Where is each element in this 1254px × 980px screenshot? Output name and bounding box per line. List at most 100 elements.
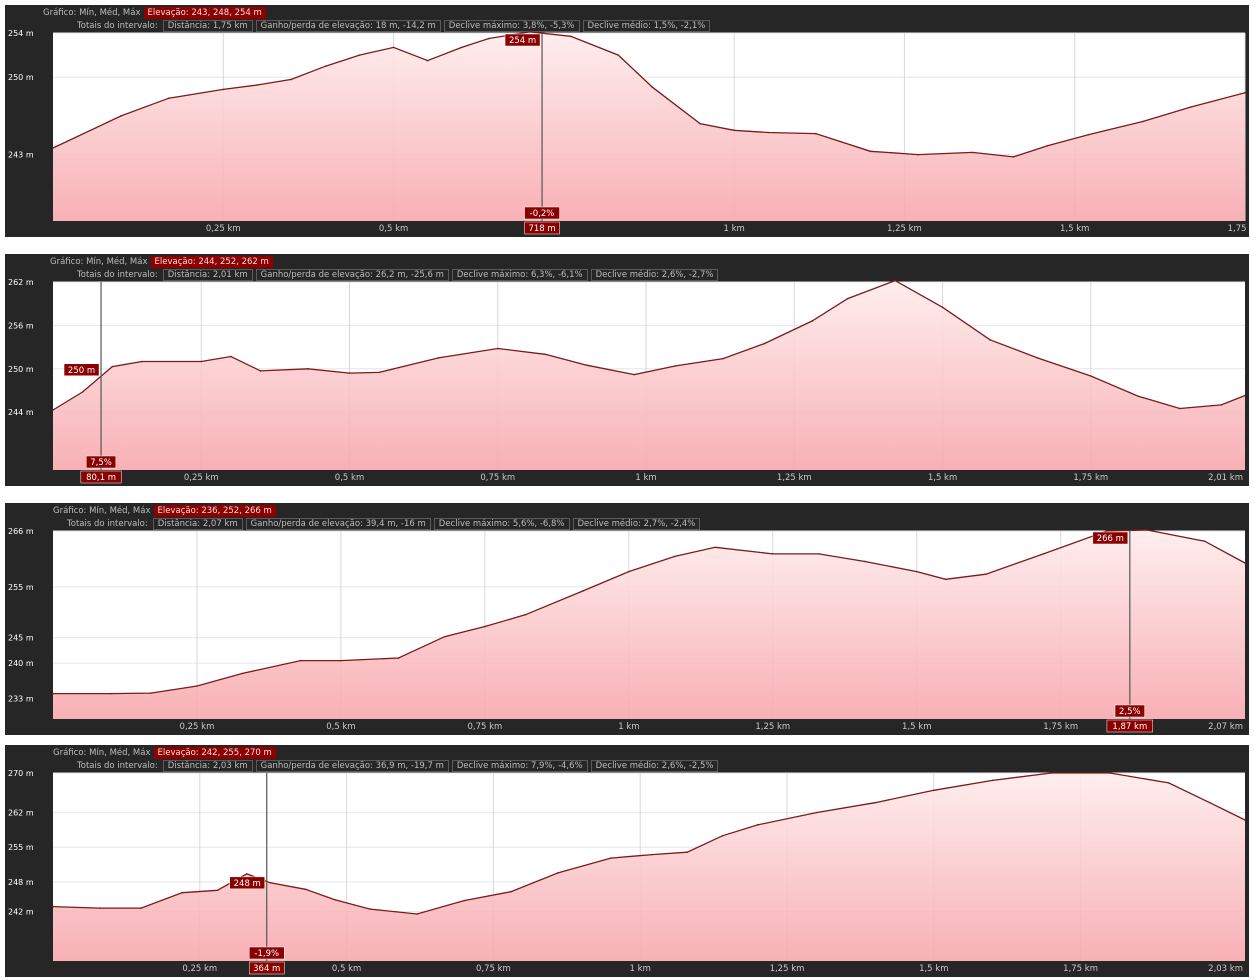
elevation-point xyxy=(307,367,309,370)
x-tick-label: 1,5 km xyxy=(928,473,957,483)
x-tick-label: 0,25 km xyxy=(180,722,215,732)
elevation-point xyxy=(772,553,774,555)
gain-loss-total: Ganho/perda de elevação: 36,9 m, -19,7 m xyxy=(255,760,449,772)
cursor-elevation-label: 254 m xyxy=(509,36,536,46)
elevation-point xyxy=(1244,819,1246,821)
elevation-point xyxy=(222,88,225,91)
cursor-slope-label: -1,9% xyxy=(254,949,279,959)
elevation-point xyxy=(1105,530,1108,532)
y-tick-label: 248 m xyxy=(8,878,34,887)
elevation-area xyxy=(53,31,1245,222)
elevation-point xyxy=(230,355,232,358)
elevation-point xyxy=(340,659,342,662)
distance-total: Distância: 2,07 km xyxy=(152,518,243,530)
elevation-plot-2[interactable]: 262 m 256 m 250 m 244 m 0,25 km 0,5 km 0,75 km… xyxy=(5,254,1249,486)
elevation-point xyxy=(1178,407,1181,410)
y-tick-label: 262 m xyxy=(8,809,34,818)
x-tick-label: 1 km xyxy=(723,224,744,234)
elevation-point xyxy=(269,882,272,884)
elevation-line xyxy=(53,529,1246,695)
avg-slope: Declive médio: 2,6%, -2,5% xyxy=(590,760,719,772)
elevation-point xyxy=(846,297,849,300)
y-tick-label: 250 m xyxy=(8,73,34,82)
elevation-point xyxy=(200,360,203,363)
avg-slope: Declive médio: 1,5%, -2,1% xyxy=(582,20,711,32)
elevation-point xyxy=(733,129,735,132)
elevation-summary[interactable]: Elevação: 243, 248, 254 m xyxy=(143,7,266,19)
elevation-point xyxy=(1137,395,1140,398)
elevation-plot-3[interactable]: 266 m 255 m 245 m 240 m 233 m 0,25 km 0,5 km 0,… xyxy=(5,503,1249,735)
elevation-point xyxy=(167,97,170,100)
elevation-point xyxy=(815,811,818,814)
cursor-elevation-label-bg xyxy=(1092,531,1129,545)
elevation-summary[interactable]: Elevação: 242, 255, 270 m xyxy=(153,747,276,759)
x-end-label: 2,07 km xyxy=(1208,722,1243,732)
elevation-point xyxy=(52,147,54,149)
elevation-summary[interactable]: Elevação: 244, 252, 262 m xyxy=(150,256,273,268)
totals-label: Totais do intervalo: xyxy=(77,21,158,31)
elevation-plot-1[interactable]: 254 m 250 m 243 m 0,25 km 0,5 km 1 km 1,25 km 1… xyxy=(5,5,1249,237)
elevation-point xyxy=(488,37,490,40)
elevation-point xyxy=(324,65,327,67)
graph-label: Gráfico: Mín, Méd, Máx xyxy=(53,506,151,516)
elevation-point xyxy=(1087,133,1090,136)
graph-label: Gráfico: Mín, Méd, Máx xyxy=(43,8,141,18)
elevation-point xyxy=(378,371,380,374)
elevation-point xyxy=(1109,772,1111,774)
elevation-point xyxy=(392,46,395,49)
elevation-point xyxy=(120,115,122,117)
elevation-point xyxy=(557,872,559,874)
elevation-point xyxy=(1090,375,1092,377)
graph-label: Gráfico: Mín, Méd, Máx xyxy=(53,748,151,758)
cursor-distance-label-bg xyxy=(524,221,560,235)
cursor-slope-label: 7,5% xyxy=(90,458,112,468)
elevation-point xyxy=(818,553,820,555)
elevation-point xyxy=(714,546,717,549)
y-tick-label: 266 m xyxy=(8,527,34,536)
elevation-point xyxy=(348,372,351,374)
gain-loss-total: Ganho/perda de elevação: 18 m, -14,2 m xyxy=(255,20,441,32)
x-tick-label: 1,25 km xyxy=(887,224,922,234)
elevation-point xyxy=(581,590,584,592)
elevation-point xyxy=(524,614,526,616)
x-tick-label: 1,75 km xyxy=(1043,722,1078,732)
distance-total: Distância: 2,03 km xyxy=(162,760,253,772)
y-tick-label: 254 m xyxy=(8,29,34,38)
elevation-point xyxy=(971,151,974,154)
elevation-point xyxy=(864,560,866,563)
y-tick-label: 270 m xyxy=(8,769,34,778)
elevation-point xyxy=(674,365,677,367)
distance-total: Distância: 1,75 km xyxy=(162,20,253,32)
chart-header-row-1: Gráfico: Mín, Méd, Máx Elevação: 243, 248… xyxy=(43,7,266,19)
elevation-point xyxy=(941,306,944,309)
y-tick-label: 243 m xyxy=(8,151,34,160)
elevation-point xyxy=(463,899,465,902)
elevation-chart-2: Gráfico: Mín, Méd, Máx Elevação: 244, 252… xyxy=(5,254,1249,486)
x-tick-label: 1,75 km xyxy=(1063,964,1098,974)
chart-header-row-2: Totais do intervalo: Distância: 2,07 km Ga… xyxy=(65,518,703,530)
elevation-summary[interactable]: Elevação: 236, 252, 266 m xyxy=(153,505,276,517)
x-tick-label: 1 km xyxy=(635,473,656,483)
cursor-slope-label-bg xyxy=(248,946,285,960)
elevation-chart-3: Gráfico: Mín, Méd, Máx Elevação: 236, 252… xyxy=(5,503,1249,735)
elevation-point xyxy=(290,78,293,81)
elevation-point xyxy=(256,84,259,86)
elevation-point xyxy=(874,801,876,804)
elevation-point xyxy=(989,339,991,341)
elevation-point xyxy=(894,279,896,282)
cursor-slope-label: -0,2% xyxy=(530,209,555,219)
cursor-elevation-label-bg xyxy=(63,363,100,377)
elevation-point xyxy=(1244,562,1246,564)
max-slope: Declive máximo: 5,6%, -6,8% xyxy=(433,518,570,530)
chart-header-row-1: Gráfico: Mín, Méd, Máx Elevação: 242, 255… xyxy=(53,747,276,759)
cursor-elevation-label-bg xyxy=(504,33,541,47)
elevation-plot-4[interactable]: 270 m 262 m 255 m 248 m 242 m 0,25 km 0,5 km 0,… xyxy=(5,745,1249,977)
elevation-point xyxy=(815,132,817,135)
elevation-point xyxy=(610,857,612,859)
elevation-point xyxy=(1146,529,1148,531)
elevation-point xyxy=(1220,404,1223,406)
chart-header-row-2: Totais do intervalo: Distância: 2,03 km Ga… xyxy=(75,760,721,772)
cursor-elevation-label: 248 m xyxy=(234,879,261,889)
elevation-point xyxy=(932,789,935,792)
x-tick-label: 1,5 km xyxy=(902,722,931,732)
